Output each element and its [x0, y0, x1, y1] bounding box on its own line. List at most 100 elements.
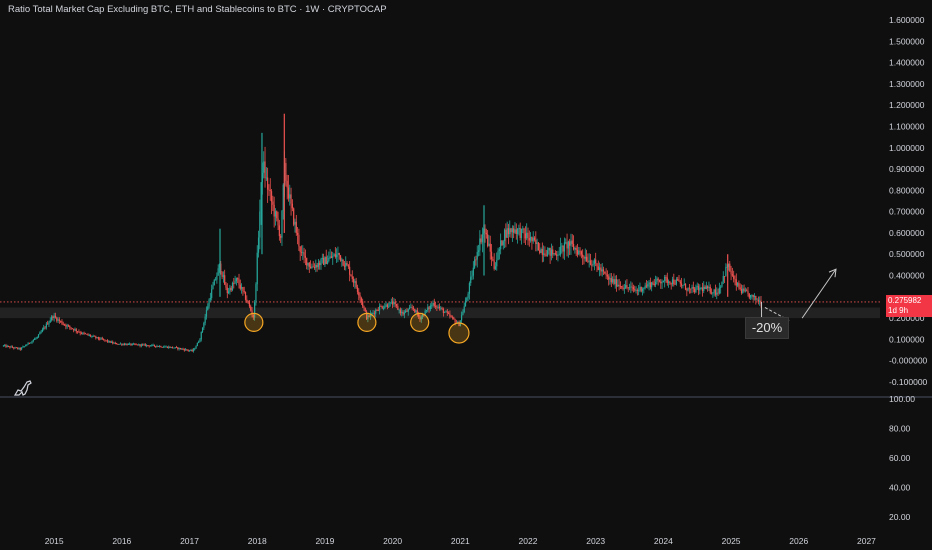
candle-body [362, 301, 364, 307]
candle-body [539, 250, 541, 253]
candle-body [67, 325, 70, 327]
candle-body [403, 312, 405, 315]
candle-body [410, 307, 412, 309]
x-tick-label: 2024 [654, 536, 673, 546]
candle-body [505, 229, 507, 238]
candle-body [523, 228, 525, 234]
indicator-axis[interactable]: 100.00 80.00 60.00 40.00 20.00 [889, 394, 915, 522]
candle-body [69, 325, 71, 328]
support-zone-band[interactable] [0, 307, 880, 319]
candle-body [208, 299, 210, 307]
candle-body [626, 285, 628, 288]
candle-body [641, 288, 644, 292]
candle-body [56, 317, 58, 321]
candle-body [54, 315, 57, 318]
candle-body [91, 336, 93, 337]
candle-body [710, 292, 713, 294]
candle-body [259, 211, 261, 238]
candle-body [572, 243, 575, 250]
candle-body [696, 286, 698, 288]
candle-body [290, 194, 292, 204]
candle-body [721, 281, 723, 287]
candle-body [144, 344, 146, 346]
candle-body [127, 343, 129, 345]
candle-body [519, 227, 521, 239]
candle-body [57, 319, 59, 321]
candle-body [533, 237, 536, 240]
candle-body [433, 303, 435, 307]
candle-body [484, 228, 486, 233]
candle-body [71, 328, 73, 330]
candle-body [22, 346, 24, 348]
candle-body [759, 300, 761, 302]
candle-body [334, 254, 336, 258]
candle-body [419, 316, 421, 320]
candle-body [48, 322, 50, 325]
candle-body [212, 285, 214, 290]
candle-body [75, 329, 77, 332]
candle-body [278, 225, 280, 237]
dinosaur-icon[interactable] [12, 378, 34, 398]
x-tick-label: 2025 [722, 536, 741, 546]
candle-body [623, 288, 625, 290]
candle-body [151, 344, 153, 346]
candle-body [463, 306, 465, 312]
candle-body [44, 327, 46, 329]
candle-body [143, 344, 145, 346]
marked-low-circle[interactable] [357, 312, 377, 332]
candle-body [179, 348, 182, 350]
candle-body [246, 299, 248, 302]
marked-low-circle[interactable] [244, 312, 264, 332]
candle-body [453, 317, 455, 320]
candle-body [216, 275, 218, 280]
candle-body [609, 278, 611, 280]
candle-body [15, 347, 18, 349]
candle-body [617, 284, 619, 287]
candle-body [61, 321, 63, 324]
candle-body [585, 256, 588, 262]
candle-body [445, 311, 447, 313]
candle-body [509, 228, 511, 235]
candle-body [701, 287, 704, 291]
candle-body [690, 288, 692, 290]
candle-body [70, 327, 72, 329]
marked-low-circle[interactable] [448, 322, 470, 344]
candle-body [692, 287, 694, 289]
candle-body [104, 339, 106, 341]
x-tick-label: 2026 [789, 536, 808, 546]
marked-low-circle[interactable] [410, 312, 430, 332]
candle-body [14, 347, 16, 349]
candle-body [40, 331, 42, 333]
candle-body [747, 291, 749, 294]
candle-body [661, 282, 663, 284]
candle-body [282, 184, 284, 211]
candle-body [106, 340, 109, 342]
time-axis[interactable]: 2015 2016 2017 2018 2019 2020 2021 2022 2023 2024… [45, 536, 876, 546]
candle-body [169, 346, 171, 348]
candle-body [355, 281, 357, 288]
candle-body [664, 276, 666, 282]
candle-body [187, 350, 189, 351]
y-tick-label: 0.500000 [889, 249, 925, 259]
candle-body [191, 349, 193, 352]
candle-body [329, 256, 331, 259]
price-axis[interactable]: 1.600000 1.500000 1.400000 1.300000 1.200000… [889, 15, 928, 387]
candle-body [576, 250, 579, 255]
candle-body [62, 323, 64, 325]
candle-body [181, 348, 183, 350]
candle-body [277, 218, 279, 226]
candle-body [695, 287, 697, 293]
candle-body [558, 254, 560, 256]
candle-body [204, 316, 206, 323]
candle-body [744, 290, 746, 292]
projection-up-arrow[interactable] [801, 268, 837, 319]
candle-body [485, 232, 487, 235]
candle-body [326, 261, 329, 265]
y-tick-label: 1.300000 [889, 79, 925, 89]
candle-body [681, 283, 683, 286]
percent-annotation: -20% [745, 317, 789, 339]
candle-body [648, 282, 650, 285]
candle-body [183, 349, 185, 351]
candle-body [161, 347, 163, 348]
